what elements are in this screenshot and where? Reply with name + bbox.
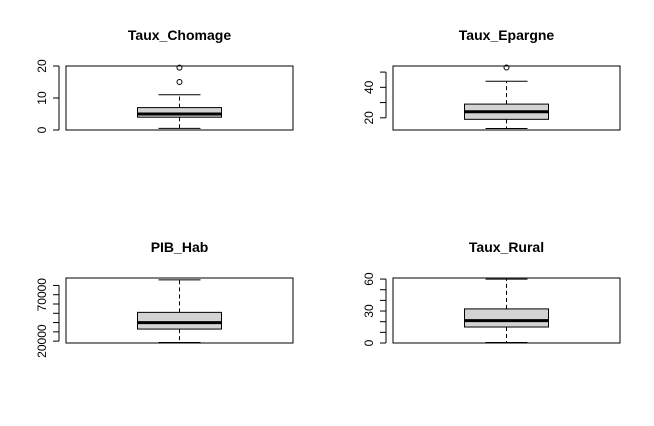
y-tick-label: 60 [362,272,376,286]
outlier-point [176,79,183,85]
outlier-point [176,64,183,71]
iqr-box [137,311,222,330]
panel-title: Taux_Rural [469,239,544,255]
y-tick-label: 70000 [35,278,49,312]
outlier-point [503,64,510,71]
iqr-box [137,107,222,118]
boxplot-panel: Taux_Rural 0 30 60 [362,239,621,346]
panel-title: Taux_Chomage [128,27,231,43]
y-tick-label: 0 [35,126,49,133]
panel-title: PIB_Hab [151,239,209,255]
plot-frame [65,65,294,131]
y-tick-label: 20 [35,59,49,73]
boxplot-panel: Taux_Chomage 0 10 20 [35,27,294,133]
panel-title: Taux_Epargne [459,27,555,43]
y-tick-label: 0 [362,339,376,346]
plot-frame [392,277,621,344]
boxplot-panel: Taux_Epargne 20 40 [362,27,621,131]
plot-frame [392,65,621,131]
y-tick-label: 30 [362,304,376,318]
y-tick-label: 20 [362,111,376,125]
y-tick-label: 20000 [35,324,49,358]
y-tick-label: 40 [362,80,376,94]
iqr-box [464,308,549,328]
y-tick-label: 10 [35,91,49,105]
boxplot-panel: PIB_Hab 20000 70000 [35,239,294,358]
